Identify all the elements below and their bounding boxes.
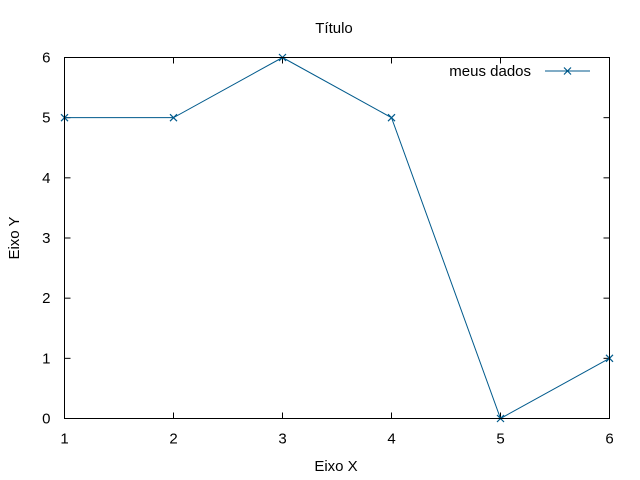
marker-stroke [169,113,178,122]
marker-stroke [387,113,396,122]
x-tick-label: 3 [278,431,286,448]
x-tick-label: 4 [387,431,395,448]
x-tick-label: 2 [169,431,177,448]
y-tick-label: 0 [42,411,50,428]
x-axis-label: Eixo X [314,458,357,475]
data-point [169,113,178,122]
legend-marker [563,67,572,75]
marker-stroke [563,67,572,75]
y-tick-label: 4 [42,170,50,187]
x-tick-label: 5 [496,431,504,448]
x-tick-label: 1 [60,431,68,448]
series-line [64,56,610,420]
data-point [387,113,396,122]
x-tick-label: 6 [605,431,613,448]
plot-area [60,53,614,423]
chart-title: Título [315,20,353,37]
y-tick-label: 3 [42,230,50,247]
y-tick-label: 1 [42,350,50,367]
y-tick-label: 2 [42,290,50,307]
legend-label: meus dados [449,63,531,80]
y-axis-label: Eixo Y [6,216,23,259]
legend: meus dados [449,63,590,80]
y-tick-label: 5 [42,110,50,127]
y-tick-label: 6 [42,50,50,67]
plot-frame [64,57,610,419]
